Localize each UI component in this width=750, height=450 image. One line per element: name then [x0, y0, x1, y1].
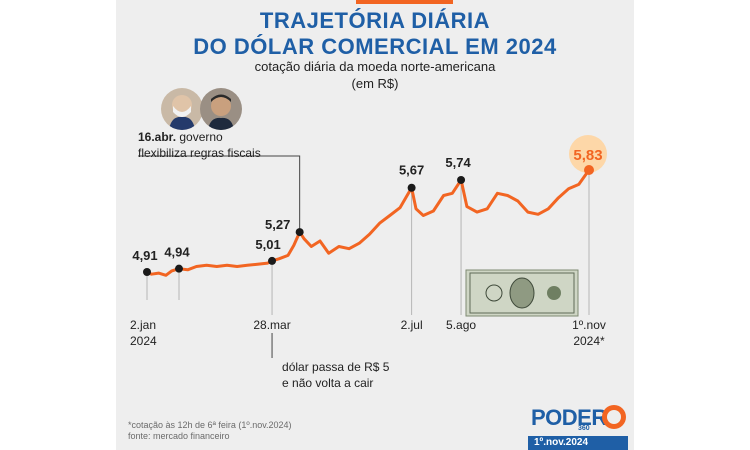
date-badge: 1º.nov.2024	[528, 436, 628, 450]
dollar-bill-portrait	[509, 277, 535, 309]
data-label-1: 4,94	[164, 245, 190, 260]
subtitle-line-1: cotação diária da moeda norte-americana	[254, 59, 496, 74]
april-annotation-date: 16.abr.	[138, 130, 176, 144]
data-point-0	[143, 268, 151, 276]
x-tick-label-3: 5.ago	[446, 318, 476, 332]
person-photo-haddad	[200, 88, 242, 130]
april-annotation-line1: 16.abr. governo	[138, 130, 223, 144]
data-point-4	[407, 183, 416, 192]
dollar-bill-seal-left	[485, 284, 503, 302]
data-point-3	[295, 228, 304, 237]
chart-area: 4,91 4,94 5,01 5,27 5,67 5,74 5,83 2.jan 2024 28.…	[130, 130, 607, 390]
poder360-logo: PODER	[531, 405, 607, 430]
data-label-0: 4,91	[132, 248, 157, 263]
x-tick-label-0-year: 2024	[130, 334, 157, 348]
x-tick-label-1: 28.mar	[253, 318, 290, 332]
data-label-3: 5,27	[265, 217, 290, 232]
x-tick-label-2: 2.jul	[401, 318, 423, 332]
series-line-0	[145, 168, 591, 277]
data-label-6: 5,83	[573, 147, 602, 164]
x-tick-label-4: 1º.nov	[572, 318, 606, 332]
data-point-5	[457, 175, 466, 184]
title-line-2: DO DÓLAR COMERCIAL EM 2024	[193, 34, 557, 59]
title-line-1: TRAJETÓRIA DIÁRIA	[259, 8, 491, 33]
april-annotation-line2: flexibiliza regras fiscais	[138, 146, 261, 160]
subtitle-line-2: (em R$)	[351, 76, 399, 91]
poder360-sun-icon	[602, 405, 626, 429]
x-tick-label-0: 2.jan	[130, 318, 156, 332]
infographic-card: TRAJETÓRIA DIÁRIA DO DÓLAR COMERCIAL EM …	[116, 0, 634, 450]
top-accent-bar	[356, 0, 453, 4]
footnote: *cotação às 12h de 6ª feira (1º.nov.2024…	[128, 420, 292, 430]
data-point-6	[584, 165, 594, 175]
x-tick-label-4-year: 2024*	[573, 334, 605, 348]
data-point-2	[268, 256, 277, 265]
person-photo-lula	[161, 88, 203, 130]
march-annotation-line2: e não volta a cair	[282, 376, 373, 390]
source-note: fonte: mercado financeiro	[128, 431, 230, 441]
data-label-5: 5,74	[445, 155, 471, 170]
april-annotation-text: governo	[176, 130, 223, 144]
april-annotation-line	[138, 155, 301, 233]
poder360-logo-number: 360	[578, 425, 590, 432]
highlight-bubble	[569, 135, 607, 173]
dollar-bill-image	[465, 269, 579, 317]
data-point-1	[174, 264, 183, 273]
dollar-bill-seal-right	[547, 286, 561, 300]
data-label-4: 5,67	[399, 163, 424, 178]
march-annotation-line1: dólar passa de R$ 5	[282, 360, 390, 374]
data-label-2: 5,01	[255, 237, 280, 252]
dollar-bill-border	[469, 272, 575, 314]
